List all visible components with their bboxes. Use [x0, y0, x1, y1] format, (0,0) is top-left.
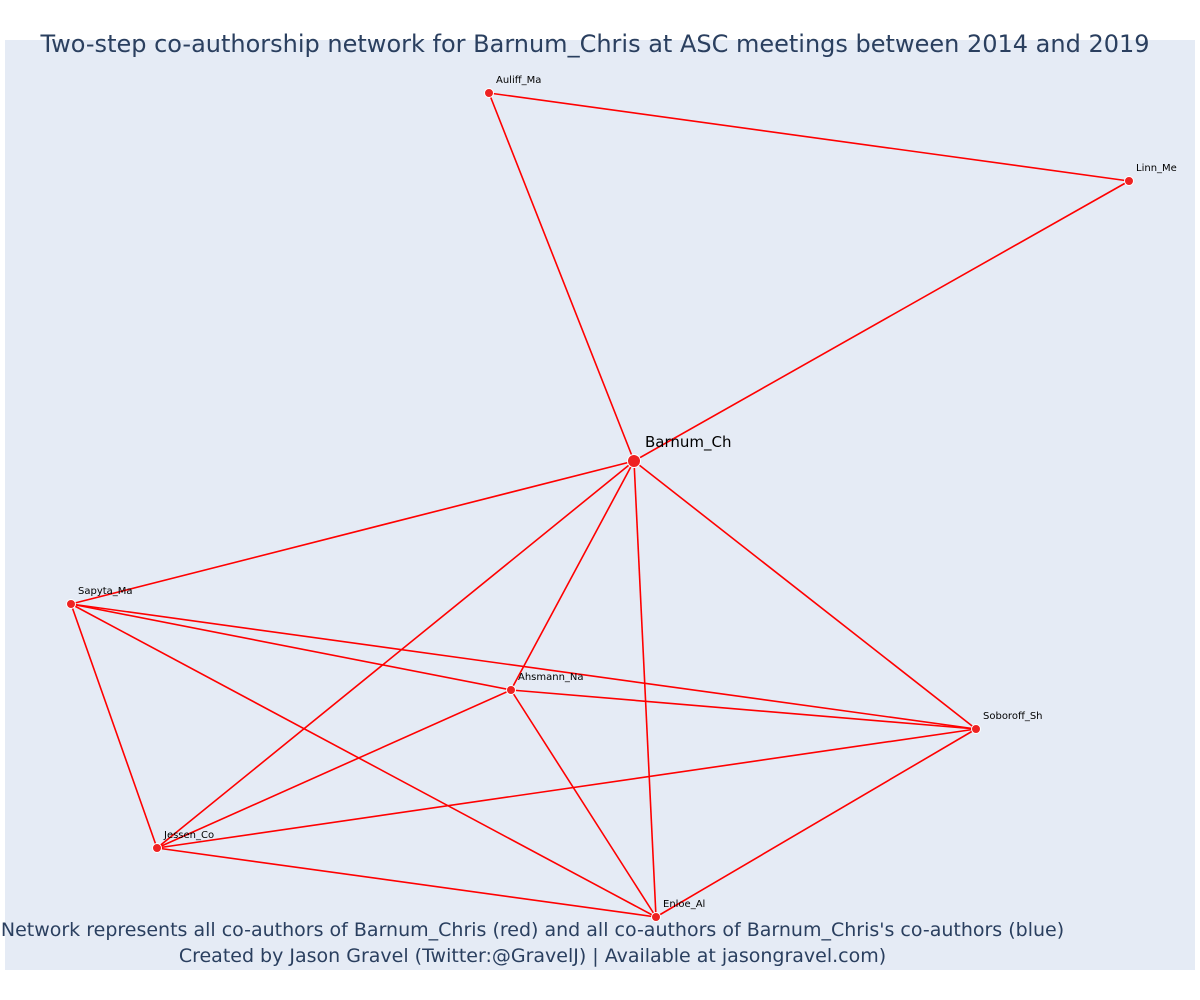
node-label-Auliff_Ma: Auliff_Ma	[496, 75, 541, 86]
edge-Sapyta_Ma-Ahsmann_Na	[71, 604, 511, 690]
labels-layer: Barnum_Ch Auliff_Ma Linn_Me Sapyta_Ma Ahsman…	[78, 75, 1177, 910]
node-Jessen_Co[interactable]	[153, 844, 162, 853]
node-Auliff_Ma[interactable]	[485, 89, 494, 98]
edge-Sapyta_Ma-Enloe_Al	[71, 604, 656, 917]
edge-Auliff_Ma-Barnum_Ch	[489, 93, 634, 461]
node-label-Barnum_Ch: Barnum_Ch	[645, 433, 732, 452]
node-Soboroff_Sh[interactable]	[972, 725, 981, 734]
node-label-Jessen_Co: Jessen_Co	[163, 830, 214, 841]
edge-Sapyta_Ma-Jessen_Co	[71, 604, 157, 848]
footer-line-2: Created by Jason Gravel (Twitter:@Gravel…	[0, 943, 1065, 969]
node-Barnum_Ch[interactable]	[628, 455, 641, 468]
node-label-Ahsmann_Na: Ahsmann_Na	[518, 672, 584, 683]
footer-caption: Network represents all co-authors of Bar…	[0, 917, 1065, 969]
edge-Barnum_Ch-Enloe_Al	[634, 461, 656, 917]
edge-Jessen_Co-Soboroff_Sh	[157, 729, 976, 848]
edges-layer	[71, 93, 1129, 917]
edge-Barnum_Ch-Ahsmann_Na	[511, 461, 634, 690]
edge-Ahsmann_Na-Enloe_Al	[511, 690, 656, 917]
node-Sapyta_Ma[interactable]	[67, 600, 76, 609]
footer-line-1: Network represents all co-authors of Bar…	[0, 917, 1065, 943]
nodes-layer	[67, 89, 1134, 922]
node-label-Sapyta_Ma: Sapyta_Ma	[78, 586, 133, 597]
edge-Barnum_Ch-Sapyta_Ma	[71, 461, 634, 604]
edge-Auliff_Ma-Linn_Me	[489, 93, 1129, 181]
edge-Jessen_Co-Enloe_Al	[157, 848, 656, 917]
edge-Linn_Me-Barnum_Ch	[634, 181, 1129, 461]
edge-Enloe_Al-Soboroff_Sh	[656, 729, 976, 917]
edge-Barnum_Ch-Jessen_Co	[157, 461, 634, 848]
node-label-Enloe_Al: Enloe_Al	[663, 899, 705, 910]
node-Ahsmann_Na[interactable]	[507, 686, 516, 695]
node-label-Soboroff_Sh: Soboroff_Sh	[983, 711, 1043, 722]
node-label-Linn_Me: Linn_Me	[1136, 163, 1177, 174]
edge-Ahsmann_Na-Jessen_Co	[157, 690, 511, 848]
edge-Ahsmann_Na-Soboroff_Sh	[511, 690, 976, 729]
node-Linn_Me[interactable]	[1125, 177, 1134, 186]
